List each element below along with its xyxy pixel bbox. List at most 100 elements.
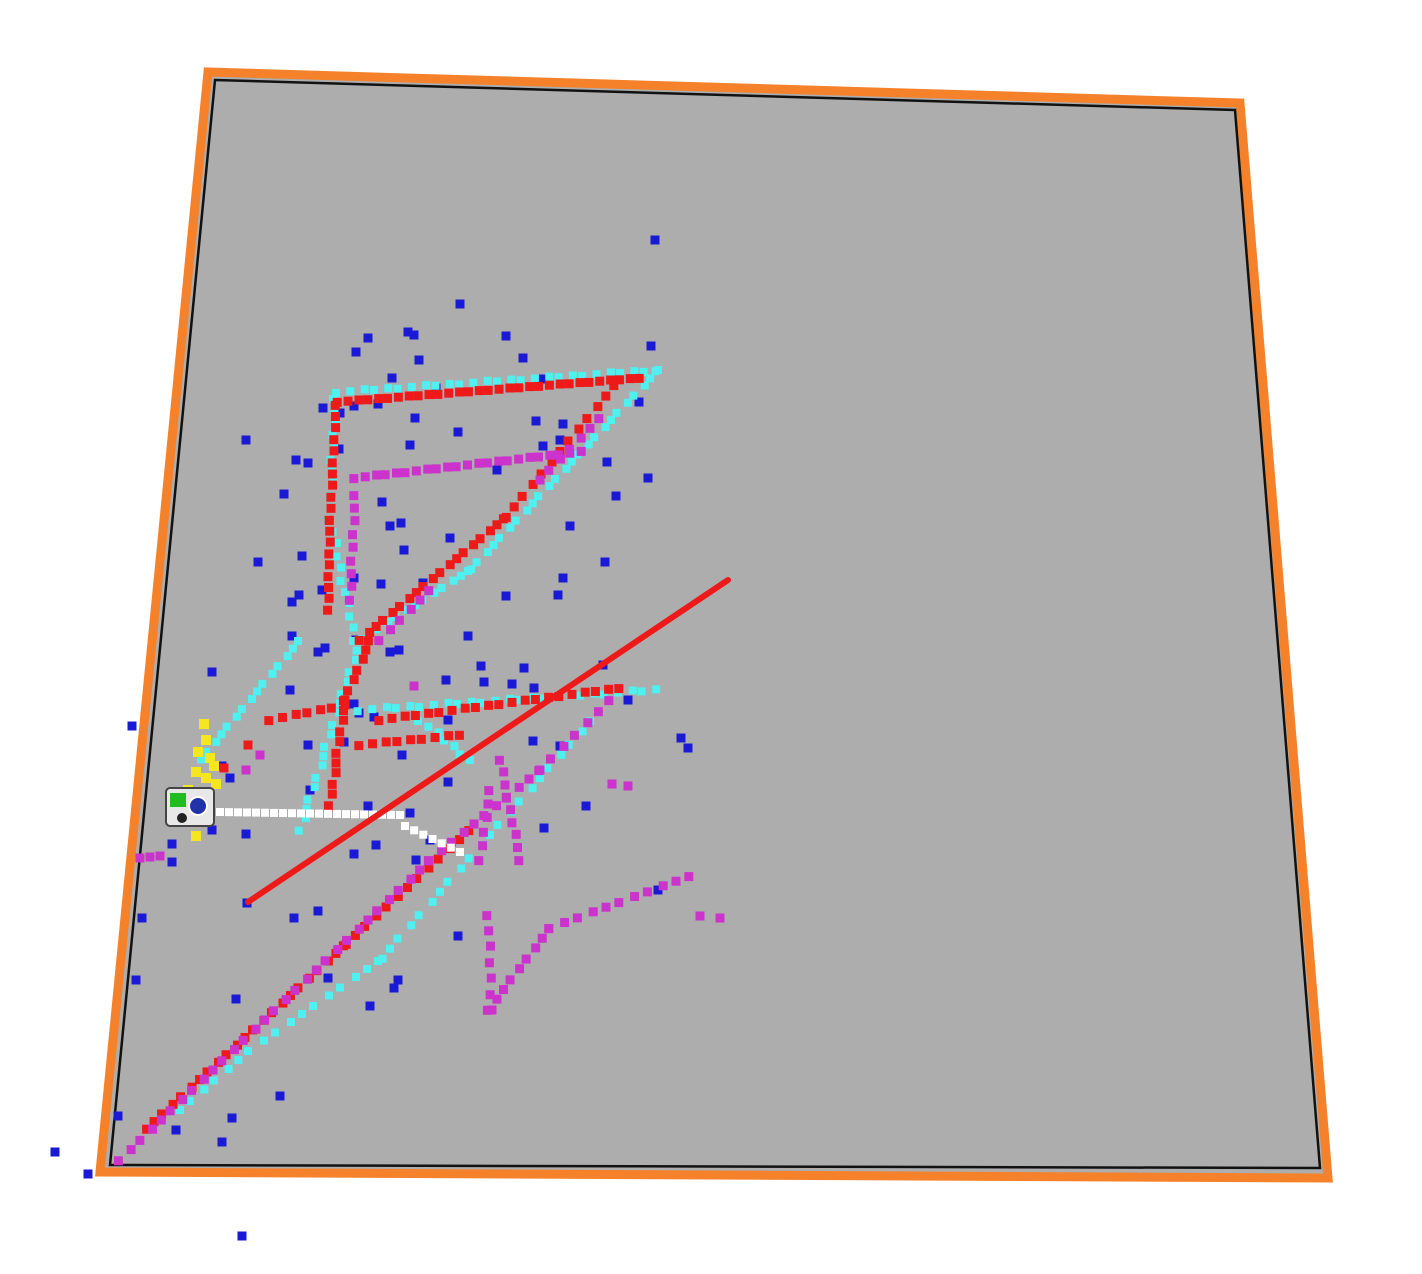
landmark-point [377, 497, 387, 507]
cyan-point [537, 694, 546, 703]
cyan-point [523, 506, 532, 515]
cyan-point [472, 558, 481, 567]
red-point [383, 393, 393, 403]
magenta-point [525, 452, 535, 462]
red-point [411, 588, 421, 598]
red-point [323, 801, 333, 811]
cyan-point [382, 703, 391, 712]
magenta-point [229, 1045, 239, 1055]
cyan-point [325, 991, 333, 1000]
magenta-point [521, 954, 531, 964]
magenta-point [406, 604, 416, 614]
yellow-point [191, 767, 201, 777]
red-point [394, 602, 404, 612]
landmark-point [492, 465, 502, 475]
landmark-point [207, 825, 217, 835]
cyan-point [318, 761, 327, 770]
red-point [463, 387, 473, 397]
landmark-point [217, 1137, 227, 1147]
cyan-point [310, 783, 319, 792]
red-point [404, 391, 414, 401]
landmark-point [294, 590, 304, 600]
red-point [335, 727, 345, 737]
cyan-point [584, 440, 593, 449]
red-point [372, 911, 382, 921]
red-point [413, 391, 423, 401]
cyan-point [606, 368, 615, 377]
cyan-point [352, 646, 361, 655]
yellow-point [193, 747, 203, 757]
landmark-point [50, 1147, 60, 1157]
path-point [428, 835, 437, 843]
cyan-point [222, 722, 231, 731]
magenta-point [576, 446, 586, 456]
magenta-point [348, 542, 358, 552]
landmark-point [565, 521, 575, 531]
path-point [279, 809, 287, 818]
cyan-point [176, 1106, 184, 1114]
magenta-point [482, 458, 492, 468]
red-point [563, 436, 573, 446]
cyan-point [550, 474, 559, 483]
red-point [393, 392, 403, 402]
cyan-point [507, 375, 516, 384]
cyan-point [557, 750, 566, 759]
cyan-point [232, 712, 241, 721]
magenta-point [459, 827, 469, 837]
magenta-point [333, 945, 343, 955]
magenta-point [482, 1005, 492, 1015]
magenta-point [507, 818, 517, 828]
cyan-point [200, 1085, 209, 1094]
cyan-point [493, 377, 501, 386]
red-point [328, 480, 338, 490]
landmark-point [289, 913, 299, 923]
cyan-point [476, 698, 485, 707]
red-point [530, 695, 540, 704]
cyan-point [578, 727, 587, 736]
landmark-point [537, 374, 547, 384]
red-point [445, 560, 455, 570]
landmark-point [127, 721, 137, 731]
red-point [525, 382, 535, 392]
cyan-point [378, 954, 387, 963]
red-point [444, 731, 454, 741]
landmark-points [50, 235, 693, 1241]
red-point [354, 395, 364, 405]
cyan-point [294, 826, 303, 835]
landmark-point [558, 419, 568, 429]
cyan-point [244, 1047, 252, 1055]
landmark-point [414, 355, 424, 365]
red-point [329, 435, 339, 445]
landmark-point [476, 661, 486, 671]
red-point [625, 374, 635, 384]
cyan-point [273, 662, 282, 671]
red-point [378, 615, 388, 625]
cyan-point [562, 464, 571, 473]
magenta-point [113, 1156, 123, 1166]
red-point [350, 930, 360, 940]
landmark-point [653, 885, 663, 895]
path-point [396, 811, 404, 819]
path-point [288, 809, 296, 818]
cyan-point [422, 381, 431, 390]
magenta-point [514, 782, 524, 792]
magenta-point [208, 1065, 218, 1075]
red-point [400, 711, 410, 721]
cyan-point [344, 668, 353, 677]
robot-marker[interactable] [165, 787, 215, 827]
path-point [270, 808, 278, 817]
magenta-point [514, 856, 524, 866]
cyan-point [449, 576, 458, 585]
landmark-point [227, 1113, 237, 1123]
magenta-point [483, 799, 493, 809]
red-point [323, 572, 333, 582]
cyan-point [336, 577, 345, 585]
magenta-point [251, 1024, 261, 1034]
cyan-point [607, 416, 615, 424]
magenta-point [386, 625, 396, 635]
cyan-point [407, 382, 416, 391]
magenta-point [642, 887, 652, 897]
magenta-point [607, 779, 617, 789]
